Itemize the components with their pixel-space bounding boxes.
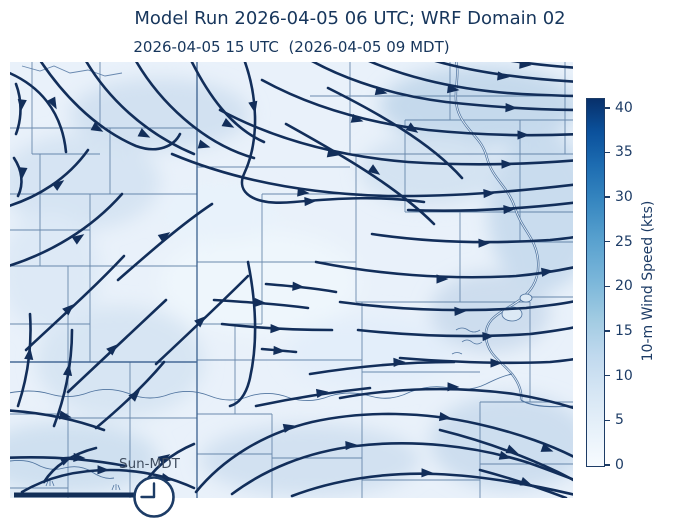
valid-time-subtitle: 2026-04-05 15 UTC (2026-04-05 09 MDT) <box>133 38 450 56</box>
timezone-label: Sun-MDT <box>119 456 180 472</box>
page-title: Model Run 2026-04-05 06 UTC; WRF Domain … <box>134 8 566 29</box>
marsh-tufts <box>45 480 121 491</box>
reservoir-lake-small <box>519 293 533 303</box>
reservoir-lake <box>501 306 523 322</box>
clock-icon <box>133 476 175 518</box>
wind-streamline-map <box>10 62 573 498</box>
white-river <box>10 373 513 401</box>
southwest-stream <box>10 459 115 479</box>
streamlines-layer <box>10 62 573 498</box>
colorbar-axis-label: 10-m Wind Speed (kts) <box>640 200 656 362</box>
colorbar-ticks: 0 5 10 15 20 25 30 35 40 <box>586 98 646 473</box>
map-panel <box>10 62 573 498</box>
wetland-squiggles <box>451 327 483 355</box>
colorbar <box>586 98 605 467</box>
map-edge-jagged-line <box>21 65 123 77</box>
state-border <box>10 62 198 498</box>
county-borders <box>10 62 573 498</box>
